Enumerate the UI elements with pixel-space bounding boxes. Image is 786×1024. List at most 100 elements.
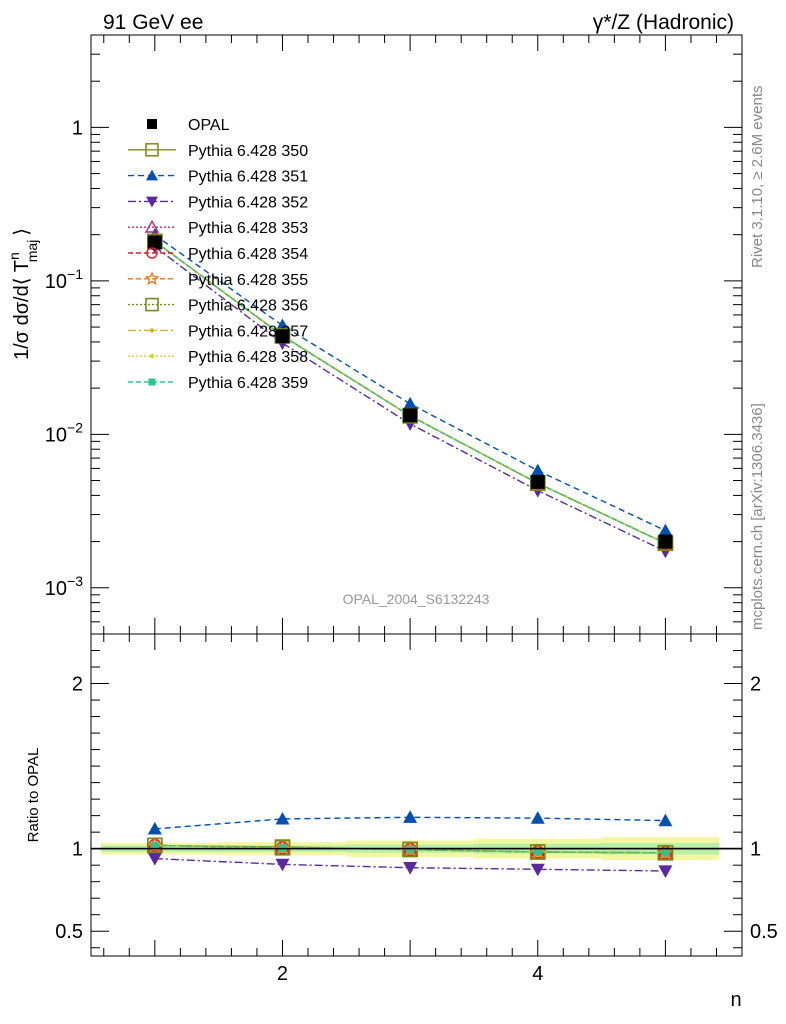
x-tick-label: 2 bbox=[277, 963, 288, 985]
marker-triangle-up bbox=[658, 523, 673, 537]
legend-label: Pythia 6.428 352 bbox=[188, 194, 308, 211]
tick-exponent: −2 bbox=[67, 419, 83, 435]
marker-square bbox=[147, 235, 162, 250]
header-left: 91 GeV ee bbox=[103, 11, 203, 34]
marker-triangle-up bbox=[275, 811, 290, 825]
legend-label: OPAL bbox=[188, 117, 230, 134]
legend-label: Pythia 6.428 354 bbox=[188, 246, 308, 263]
tick-exponent: −3 bbox=[67, 573, 83, 589]
marker-open-square bbox=[145, 297, 159, 312]
marker-dot bbox=[149, 328, 155, 333]
tick-base: 10 bbox=[45, 271, 67, 293]
ratio-y-tick-label-right: 0.5 bbox=[750, 921, 778, 943]
legend-item: Pythia 6.428 356 bbox=[128, 298, 308, 315]
main-series bbox=[147, 235, 673, 549]
legend-label: Pythia 6.428 355 bbox=[188, 272, 308, 289]
legend-item: OPAL bbox=[147, 117, 230, 134]
legend-item: Pythia 6.428 354 bbox=[128, 246, 308, 263]
marker-triangle-down bbox=[530, 863, 545, 877]
marker-triangle-up bbox=[403, 396, 418, 410]
legend-item: Pythia 6.428 355 bbox=[128, 271, 308, 289]
marker-open-square bbox=[145, 143, 159, 157]
main-x-ticks bbox=[103, 35, 743, 634]
ratio-plot-frame bbox=[90, 633, 743, 957]
tick-base: 10 bbox=[45, 578, 67, 600]
main-y-tick-label: 10−1 bbox=[45, 266, 83, 293]
x-axis-label: n bbox=[730, 989, 741, 1011]
legend: OPAL Pythia 6.428 350 Pythia 6.428 351 Pyth… bbox=[128, 117, 308, 392]
marker-triangle-up bbox=[146, 169, 158, 181]
marker-square bbox=[530, 474, 545, 489]
ylabel-sup: n bbox=[6, 252, 22, 260]
legend-label: Pythia 6.428 350 bbox=[188, 143, 308, 160]
main-series-line bbox=[154, 240, 666, 544]
ratio-y-label: Ratio to OPAL bbox=[25, 748, 42, 843]
main-plot: 110−110−210−3 OPAL_2004_S6132243 1/σ dσ/… bbox=[6, 34, 743, 635]
legend-label: Pythia 6.428 351 bbox=[188, 169, 308, 186]
watermark: OPAL_2004_S6132243 bbox=[343, 591, 490, 607]
legend-label: Pythia 6.428 353 bbox=[188, 220, 308, 237]
ratio-series bbox=[147, 852, 673, 878]
ratio-y-tick-label: 2 bbox=[72, 674, 83, 696]
legend-item: Pythia 6.428 359 bbox=[128, 375, 308, 392]
main-y-tick-label: 10−3 bbox=[45, 573, 83, 600]
ylabel-suffix: ⟩ bbox=[11, 228, 33, 236]
mcplots-label: mcplots.cern.ch [arXiv:1306.3436] bbox=[749, 403, 766, 630]
marker-square bbox=[147, 119, 157, 129]
marker-square bbox=[275, 329, 290, 344]
marker-small-square bbox=[661, 849, 669, 857]
ratio-y-tick-label-right: 1 bbox=[750, 839, 761, 861]
marker-small-square bbox=[534, 848, 542, 856]
main-series-line bbox=[154, 234, 666, 532]
main-y-ticks: 110−110−210−3 bbox=[45, 34, 742, 635]
ratio-y-tick-label-right: 2 bbox=[750, 674, 761, 696]
legend-label: Pythia 6.428 359 bbox=[188, 375, 308, 392]
legend-item: Pythia 6.428 350 bbox=[128, 143, 308, 160]
legend-label: Pythia 6.428 357 bbox=[188, 323, 308, 340]
tick-base: 10 bbox=[45, 424, 67, 446]
ratio-y-tick-label: 0.5 bbox=[55, 921, 83, 943]
main-y-label: 1/σ dσ/d⟨ Tn maj ⟩ bbox=[6, 228, 40, 360]
ratio-series bbox=[147, 810, 673, 835]
marker-square bbox=[658, 534, 673, 549]
marker-triangle-down bbox=[275, 858, 290, 872]
marker-triangle-down bbox=[146, 196, 158, 208]
legend-item: Pythia 6.428 353 bbox=[128, 219, 308, 237]
main-y-tick-label: 1 bbox=[72, 117, 83, 139]
ratio-series-line bbox=[154, 844, 666, 854]
legend-item: Pythia 6.428 352 bbox=[128, 194, 308, 211]
marker-triangle-up bbox=[658, 813, 673, 827]
x-tick-label: 4 bbox=[532, 963, 543, 985]
marker-triangle-down bbox=[147, 852, 162, 866]
rivet-label: Rivet 3.1.10, ≥ 2.6M events bbox=[749, 86, 766, 269]
ratio-y-tick-label: 1 bbox=[72, 839, 83, 861]
ratio-series-group bbox=[91, 810, 742, 878]
marker-open-triangle-up bbox=[144, 219, 160, 233]
legend-label: Pythia 6.428 356 bbox=[188, 298, 308, 315]
marker-triangle-up bbox=[530, 811, 545, 824]
ratio-series bbox=[151, 841, 669, 857]
ratio-series-line bbox=[154, 857, 666, 872]
marker-open-circle bbox=[146, 247, 158, 259]
main-y-tick-label: 10−2 bbox=[45, 419, 83, 446]
marker-triangle-up bbox=[147, 821, 162, 835]
marker-small-square bbox=[406, 845, 414, 853]
ylabel-prefix: 1/σ dσ/d⟨ T bbox=[11, 260, 33, 360]
header-right: γ*/Z (Hadronic) bbox=[593, 11, 734, 34]
marker-triangle-up bbox=[403, 810, 418, 823]
marker-triangle-up bbox=[530, 463, 545, 477]
marker-small-square bbox=[148, 378, 156, 386]
marker-small-square bbox=[278, 844, 286, 852]
marker-square bbox=[403, 408, 418, 423]
marker-triangle-down bbox=[403, 862, 418, 875]
marker-open-star bbox=[144, 271, 160, 286]
legend-item: Pythia 6.428 358 bbox=[128, 349, 308, 366]
marker-triangle-up bbox=[275, 318, 290, 332]
marker-triangle-down bbox=[658, 865, 673, 878]
ratio-y-ticks: 2 2 1 1 0.5 0.5 bbox=[55, 650, 778, 949]
marker-dot bbox=[149, 354, 155, 359]
legend-item: Pythia 6.428 351 bbox=[128, 169, 308, 186]
